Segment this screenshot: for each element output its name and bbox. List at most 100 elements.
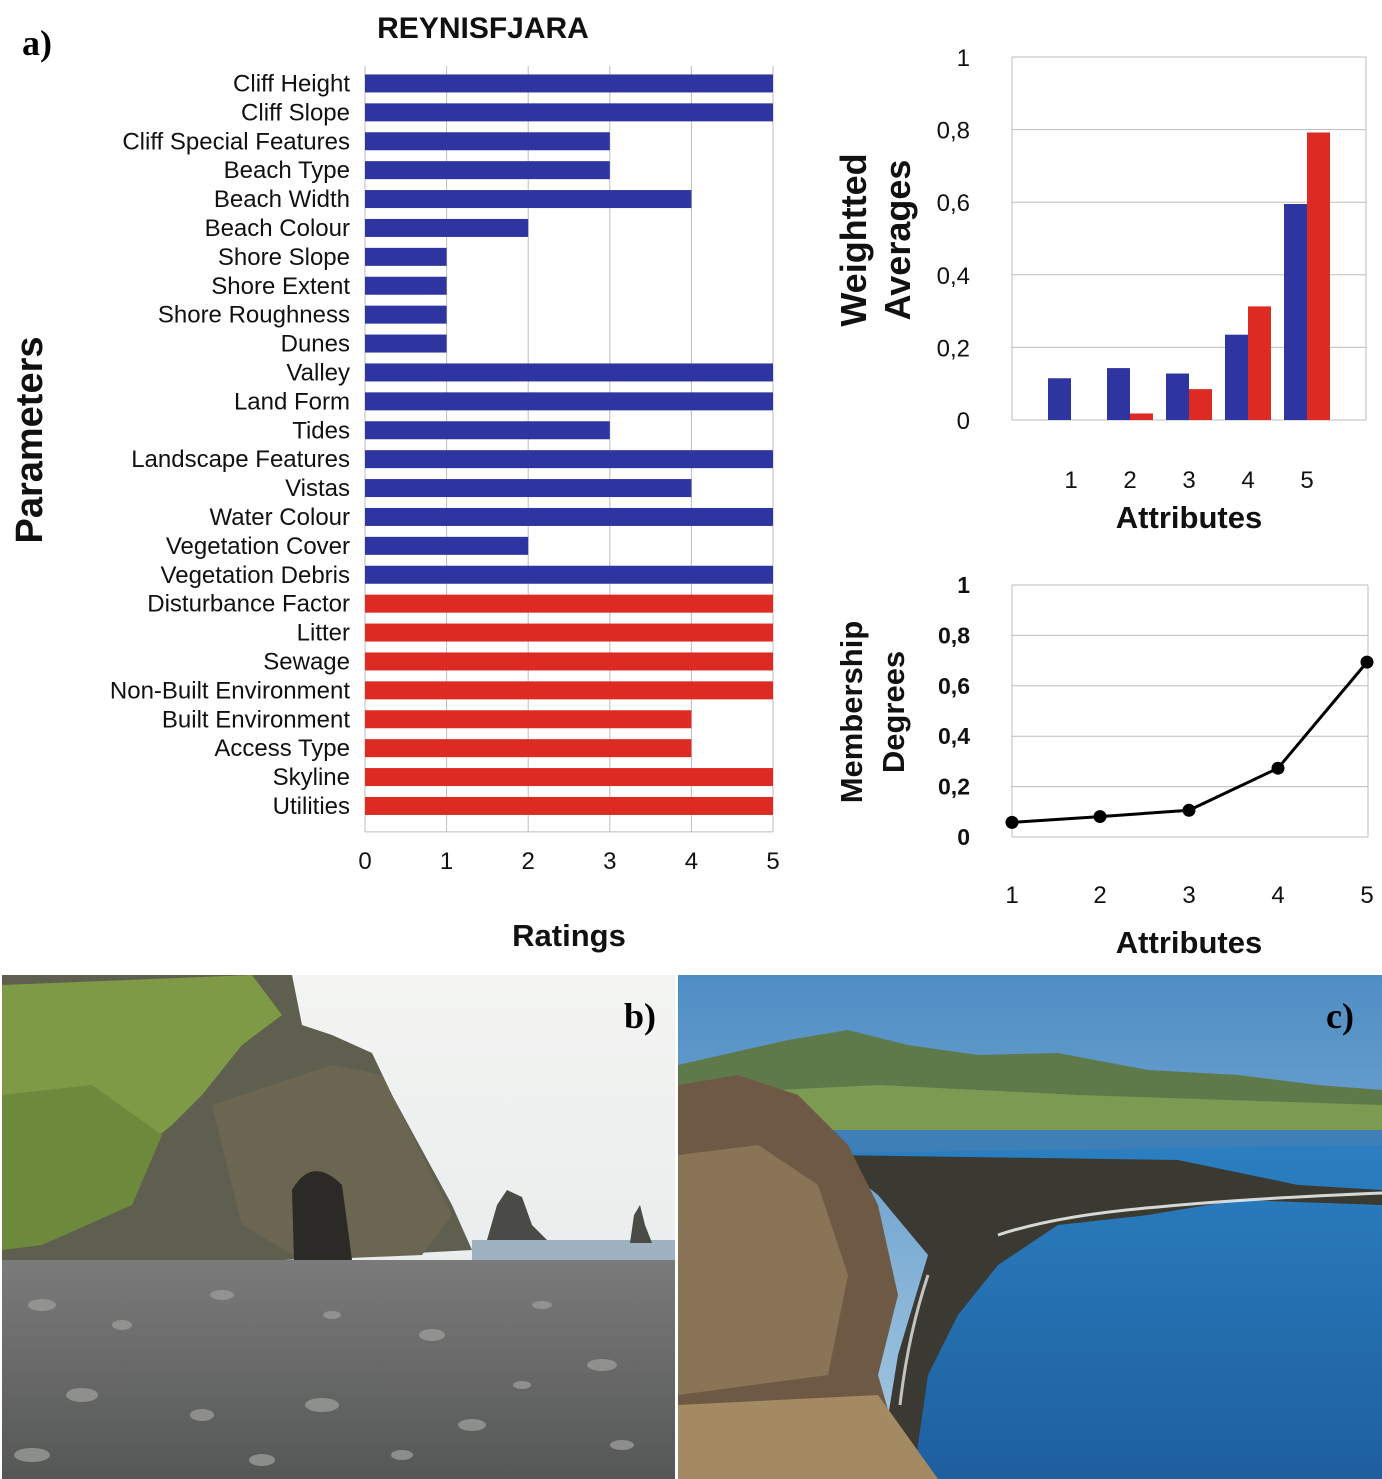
category-label: Cliff Height xyxy=(233,70,350,97)
category-label: Cliff Special Features xyxy=(122,128,350,155)
y-tick-label: 0,4 xyxy=(937,263,970,290)
bar xyxy=(1284,204,1307,420)
category-label: Shore Roughness xyxy=(158,302,350,329)
bar xyxy=(365,334,447,353)
y-tick-label: 0,6 xyxy=(937,190,970,217)
category-label: Shore Slope xyxy=(218,244,350,271)
x-tick-label: 5 xyxy=(766,848,779,875)
photo-b-illustration xyxy=(2,975,675,1479)
bar xyxy=(365,681,773,700)
bar xyxy=(365,363,773,382)
category-label: Non-Built Environment xyxy=(110,677,350,704)
bar xyxy=(365,132,610,151)
x-tick-label: 5 xyxy=(1360,882,1373,909)
y-tick-label: 0 xyxy=(957,824,970,850)
y-axis-title-line: Degrees xyxy=(876,651,911,773)
category-label: Disturbance Factor xyxy=(147,591,350,618)
bar xyxy=(365,710,692,729)
category-label: Cliff Slope xyxy=(241,99,350,126)
x-tick-label: 4 xyxy=(685,848,698,875)
y-axis-title-line: Averages xyxy=(877,160,918,321)
x-tick-label: 3 xyxy=(1182,467,1195,494)
bar xyxy=(1130,413,1153,420)
y-axis-title-line: Membership xyxy=(834,621,869,804)
category-label: Vegetation Cover xyxy=(166,533,350,560)
y-tick-label: 0,2 xyxy=(937,335,970,362)
y-tick-label: 0,4 xyxy=(938,723,970,749)
bar xyxy=(1248,306,1271,420)
category-label: Vegetation Debris xyxy=(161,562,350,589)
bar xyxy=(365,190,692,209)
weighted-averages-chart: 0 0,2 0,4 0,6 0,8 1 1 2 3 4 5 Attributes Weightted Av… xyxy=(833,45,1367,535)
x-tick-label: 5 xyxy=(1300,467,1313,494)
x-tick-label: 4 xyxy=(1241,467,1254,494)
x-tick-label: 2 xyxy=(522,848,535,875)
bar xyxy=(365,796,773,815)
category-label: Beach Type xyxy=(224,157,350,184)
category-label: Utilities xyxy=(273,793,350,820)
category-label: Land Form xyxy=(234,388,350,415)
data-point xyxy=(1271,761,1285,775)
data-point xyxy=(1005,815,1019,829)
y-tick-label: 0,8 xyxy=(938,622,970,648)
y-axis-title-line: Weightted xyxy=(833,153,874,326)
category-label: Litter xyxy=(297,620,350,647)
category-label: Vistas xyxy=(285,475,350,502)
panel-label-c: c) xyxy=(1326,996,1354,1036)
photo-reynisfjara-beach: b) xyxy=(2,975,675,1479)
category-label: Skyline xyxy=(273,764,350,791)
panel-label-b: b) xyxy=(624,996,657,1036)
y-tick-label: 1 xyxy=(957,45,970,72)
bar xyxy=(1107,368,1130,420)
x-tick-label: 0 xyxy=(358,848,371,875)
bar xyxy=(1048,378,1071,420)
category-label: Beach Colour xyxy=(205,215,350,242)
bar xyxy=(365,739,692,758)
data-point xyxy=(1182,803,1196,817)
x-tick-label: 2 xyxy=(1123,467,1136,494)
x-axis-title: Ratings xyxy=(512,918,626,953)
data-point xyxy=(1093,810,1107,824)
bar xyxy=(1189,389,1212,420)
chart-title: REYNISFJARA xyxy=(377,12,589,45)
category-label: Valley xyxy=(286,359,350,386)
bar xyxy=(365,536,529,555)
category-label: Built Environment xyxy=(162,706,350,733)
bar xyxy=(1307,132,1330,420)
category-label: Water Colour xyxy=(210,504,350,531)
y-axis-title: Parameters xyxy=(9,336,51,543)
photo-coastline-bay: c) xyxy=(678,975,1382,1479)
x-axis-title: Attributes xyxy=(1116,925,1262,960)
y-tick-label: 0 xyxy=(957,408,970,435)
category-label: Dunes xyxy=(281,331,350,358)
x-tick-label: 3 xyxy=(603,848,616,875)
bar xyxy=(365,421,610,440)
bar xyxy=(365,652,773,671)
x-tick-label: 1 xyxy=(1005,882,1018,909)
x-tick-label: 3 xyxy=(1182,882,1195,909)
category-label: Shore Extent xyxy=(211,273,350,300)
category-label: Beach Width xyxy=(214,186,350,213)
x-tick-label: 1 xyxy=(1064,467,1077,494)
category-label: Tides xyxy=(292,417,350,444)
bar xyxy=(365,103,773,122)
data-point xyxy=(1360,655,1374,669)
x-tick-label: 2 xyxy=(1093,882,1106,909)
bar xyxy=(1225,334,1248,420)
category-label: Sewage xyxy=(263,648,350,675)
bar xyxy=(365,507,773,526)
x-tick-label: 1 xyxy=(440,848,453,875)
bar xyxy=(365,161,610,180)
photo-c-illustration xyxy=(678,975,1382,1479)
x-tick-label: 4 xyxy=(1271,882,1284,909)
x-axis-title: Attributes xyxy=(1116,500,1262,535)
panel-label-a: a) xyxy=(22,23,52,63)
y-tick-label: 0,8 xyxy=(937,118,970,145)
membership-degrees-chart: 0 0,2 0,4 0,6 0,8 1 1 2 3 4 5 Attributes Membership D… xyxy=(834,572,1374,960)
category-label: Landscape Features xyxy=(131,446,350,473)
bar xyxy=(365,479,692,498)
y-tick-label: 0,2 xyxy=(938,774,970,800)
y-tick-label: 0,6 xyxy=(938,673,970,699)
